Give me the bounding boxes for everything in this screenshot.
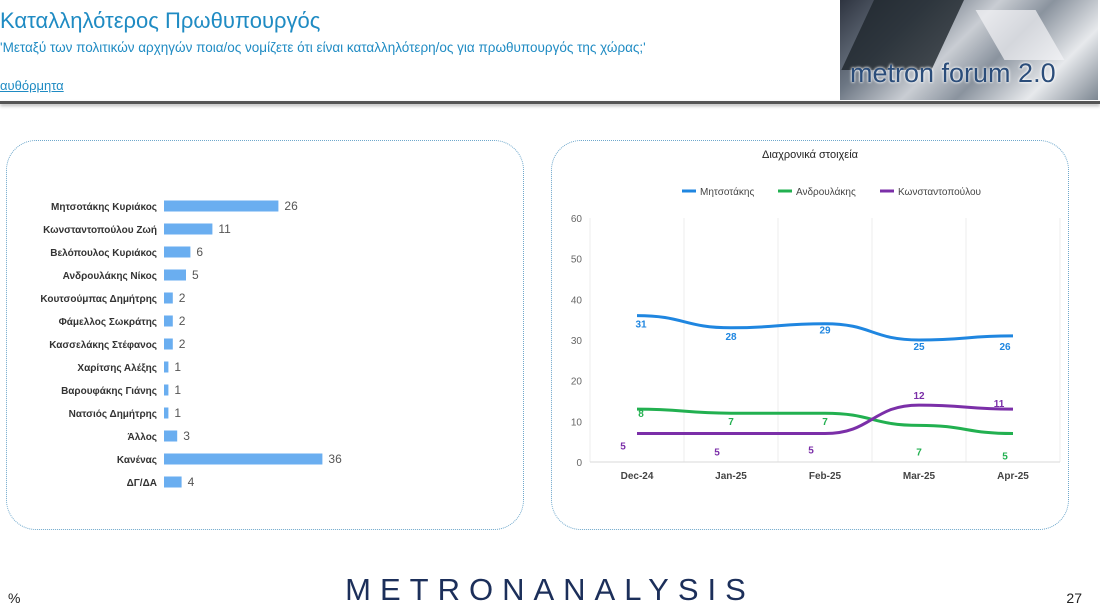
bar-category-label: Κουτσούμπας Δημήτρης [40, 294, 157, 305]
header-divider [0, 101, 1100, 104]
y-tick-label: 0 [576, 458, 582, 469]
data-label: 7 [728, 417, 734, 428]
data-label: 26 [999, 342, 1011, 353]
bar [164, 338, 173, 350]
unit-label: % [8, 590, 21, 606]
data-label: 31 [635, 320, 647, 331]
data-label: 11 [994, 399, 1005, 410]
line-chart: Διαχρονικά στοιχεία Μητσοτάκης Ανδρουλάκης… [571, 149, 1061, 482]
bar-category-label: Κανένας [117, 455, 157, 466]
page-title: Καταλληλότερος Πρωθυπουργός [0, 8, 321, 33]
bar-value-label: 2 [179, 337, 186, 351]
series-line [636, 403, 1014, 436]
x-tick-label: Jan-25 [715, 471, 747, 482]
bar [164, 315, 173, 327]
bar-value-label: 3 [183, 429, 190, 443]
bar [164, 453, 323, 465]
data-label: 8 [638, 409, 644, 420]
data-label: 28 [725, 332, 737, 343]
bar [164, 361, 169, 373]
bar-value-label: 2 [179, 314, 186, 328]
bar [164, 384, 169, 396]
bar-value-label: 2 [179, 291, 186, 305]
series-line [636, 407, 1014, 436]
bar-category-label: Νατσιός Δημήτρης [69, 409, 157, 420]
bar-category-label: Κασσελάκης Στέφανος [49, 340, 157, 351]
chart-title: Διαχρονικά στοιχεία [762, 149, 859, 161]
legend-label: Κωνσταντοπούλου [898, 186, 981, 198]
series-line [636, 314, 1014, 342]
metron-forum-logo: metron forum 2.0 [840, 0, 1098, 100]
data-label: 29 [819, 326, 831, 337]
bar-value-label: 5 [192, 268, 199, 282]
bar-value-label: 26 [284, 199, 298, 213]
y-tick-label: 30 [571, 336, 583, 347]
survey-question: 'Μεταξύ των πολιτικών αρχηγών ποια/ος νο… [0, 40, 646, 55]
y-tick-label: 10 [571, 417, 583, 428]
bar [164, 407, 169, 419]
data-label: 5 [1002, 452, 1008, 463]
logo-text: metron forum 2.0 [850, 58, 1056, 88]
bar-value-label: 4 [188, 475, 195, 489]
data-label: 12 [913, 391, 925, 402]
bar-value-label: 1 [174, 383, 181, 397]
bar-category-label: Μητσοτάκης Κυριάκος [51, 202, 157, 213]
bar-category-label: Χαρίτσης Αλέξης [77, 363, 157, 374]
bar-category-label: Κωνσταντοπούλου Ζωή [43, 225, 157, 236]
bar-category-label: Άλλος [127, 432, 157, 443]
data-label: 5 [808, 446, 814, 457]
spontaneous-link[interactable]: αυθόρμητα [0, 78, 64, 93]
x-tick-label: Dec-24 [621, 471, 654, 482]
bar-chart-panel: Μητσοτάκης Κυριάκος 26 Κωνσταντοπούλου Ζωή… [6, 140, 524, 530]
x-tick-label: Apr-25 [997, 471, 1029, 482]
bar-category-label: Ανδρουλάκης Νίκος [63, 271, 157, 282]
bar-category-label: Φάμελλος Σωκράτης [59, 317, 157, 328]
line-chart-panel: Διαχρονικά στοιχεία Μητσοτάκης Ανδρουλάκης… [551, 140, 1069, 530]
data-label: 5 [714, 448, 720, 459]
bar-category-label: ΔΓ/ΔΑ [127, 478, 157, 489]
bar-value-label: 11 [218, 222, 231, 236]
y-tick-label: 60 [571, 214, 583, 225]
bar [164, 246, 191, 258]
x-tick-label: Feb-25 [809, 471, 842, 482]
bar [164, 200, 279, 212]
bar-value-label: 36 [328, 452, 342, 466]
y-tick-label: 20 [571, 377, 583, 388]
bar-category-label: Βελόπουλος Κυριάκος [50, 248, 157, 259]
header: Καταλληλότερος Πρωθυπουργός 'Μεταξύ των … [0, 0, 1100, 104]
bar-category-label: Βαρουφάκης Γιάνης [61, 386, 157, 397]
logo-shard-light [975, 10, 1065, 60]
legend-label: Ανδρουλάκης [796, 186, 856, 198]
bar [164, 292, 173, 304]
legend-label: Μητσοτάκης [700, 186, 754, 198]
bar [164, 269, 186, 281]
y-tick-label: 50 [571, 255, 583, 266]
x-tick-label: Mar-25 [903, 471, 936, 482]
data-label: 25 [913, 342, 925, 353]
data-label: 7 [822, 417, 828, 428]
bar-value-label: 6 [196, 245, 203, 259]
bar-value-label: 1 [174, 360, 181, 374]
page-number: 27 [1066, 590, 1082, 606]
bar [164, 476, 182, 488]
data-label: 5 [620, 442, 626, 453]
bar [164, 223, 213, 235]
y-tick-label: 40 [571, 295, 583, 306]
data-label: 7 [916, 447, 922, 458]
bar-value-label: 1 [174, 406, 181, 420]
metron-analysis-logo: METRONANALYSIS [345, 572, 755, 607]
bar [164, 430, 178, 442]
